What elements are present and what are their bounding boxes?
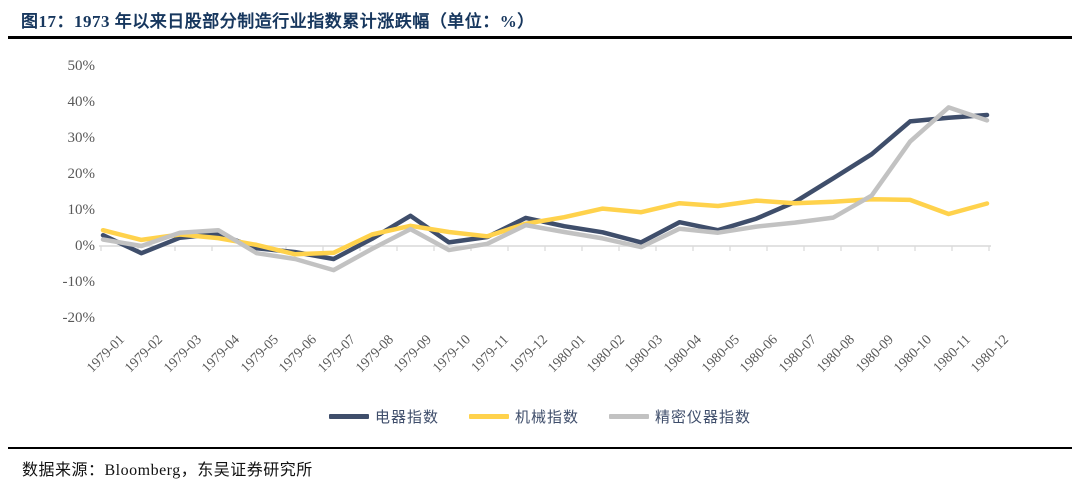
machinery-series-swatch-icon [468,413,509,419]
series-line-0 [100,112,990,262]
legend-item-electrical: 电器指数 [328,406,439,427]
y-tick-label: -20% [62,310,96,326]
y-tick-label: 10% [67,202,96,218]
data-source-note: 数据来源：Bloomberg，东吴证券研究所 [22,462,313,479]
legend-item-precision: 精密仪器指数 [609,406,751,427]
y-tick-label: 30% [67,130,96,146]
y-tick-label: 0% [75,238,95,254]
precision-series-swatch-icon [609,413,649,419]
legend-label: 精密仪器指数 [655,409,752,426]
legend-item-machinery: 机械指数 [468,406,579,427]
chart-legend: 电器指数 机械指数 精密仪器指数 [0,403,1080,429]
series-line-1 [100,196,990,257]
footer-divider [8,447,1072,449]
y-tick-label: -10% [62,274,96,290]
series-line-2 [100,105,990,273]
legend-label: 机械指数 [514,409,579,426]
legend-label: 电器指数 [374,409,439,426]
figure-title: 图17：1973 年以来日股部分制造行业指数累计涨跌幅（单位：%） [21,12,535,31]
y-tick-label: 40% [67,94,96,110]
title-divider [8,36,1072,39]
electrical-series-swatch-icon [328,413,369,419]
y-tick-label: 50% [67,58,96,74]
y-tick-label: 20% [67,166,96,182]
